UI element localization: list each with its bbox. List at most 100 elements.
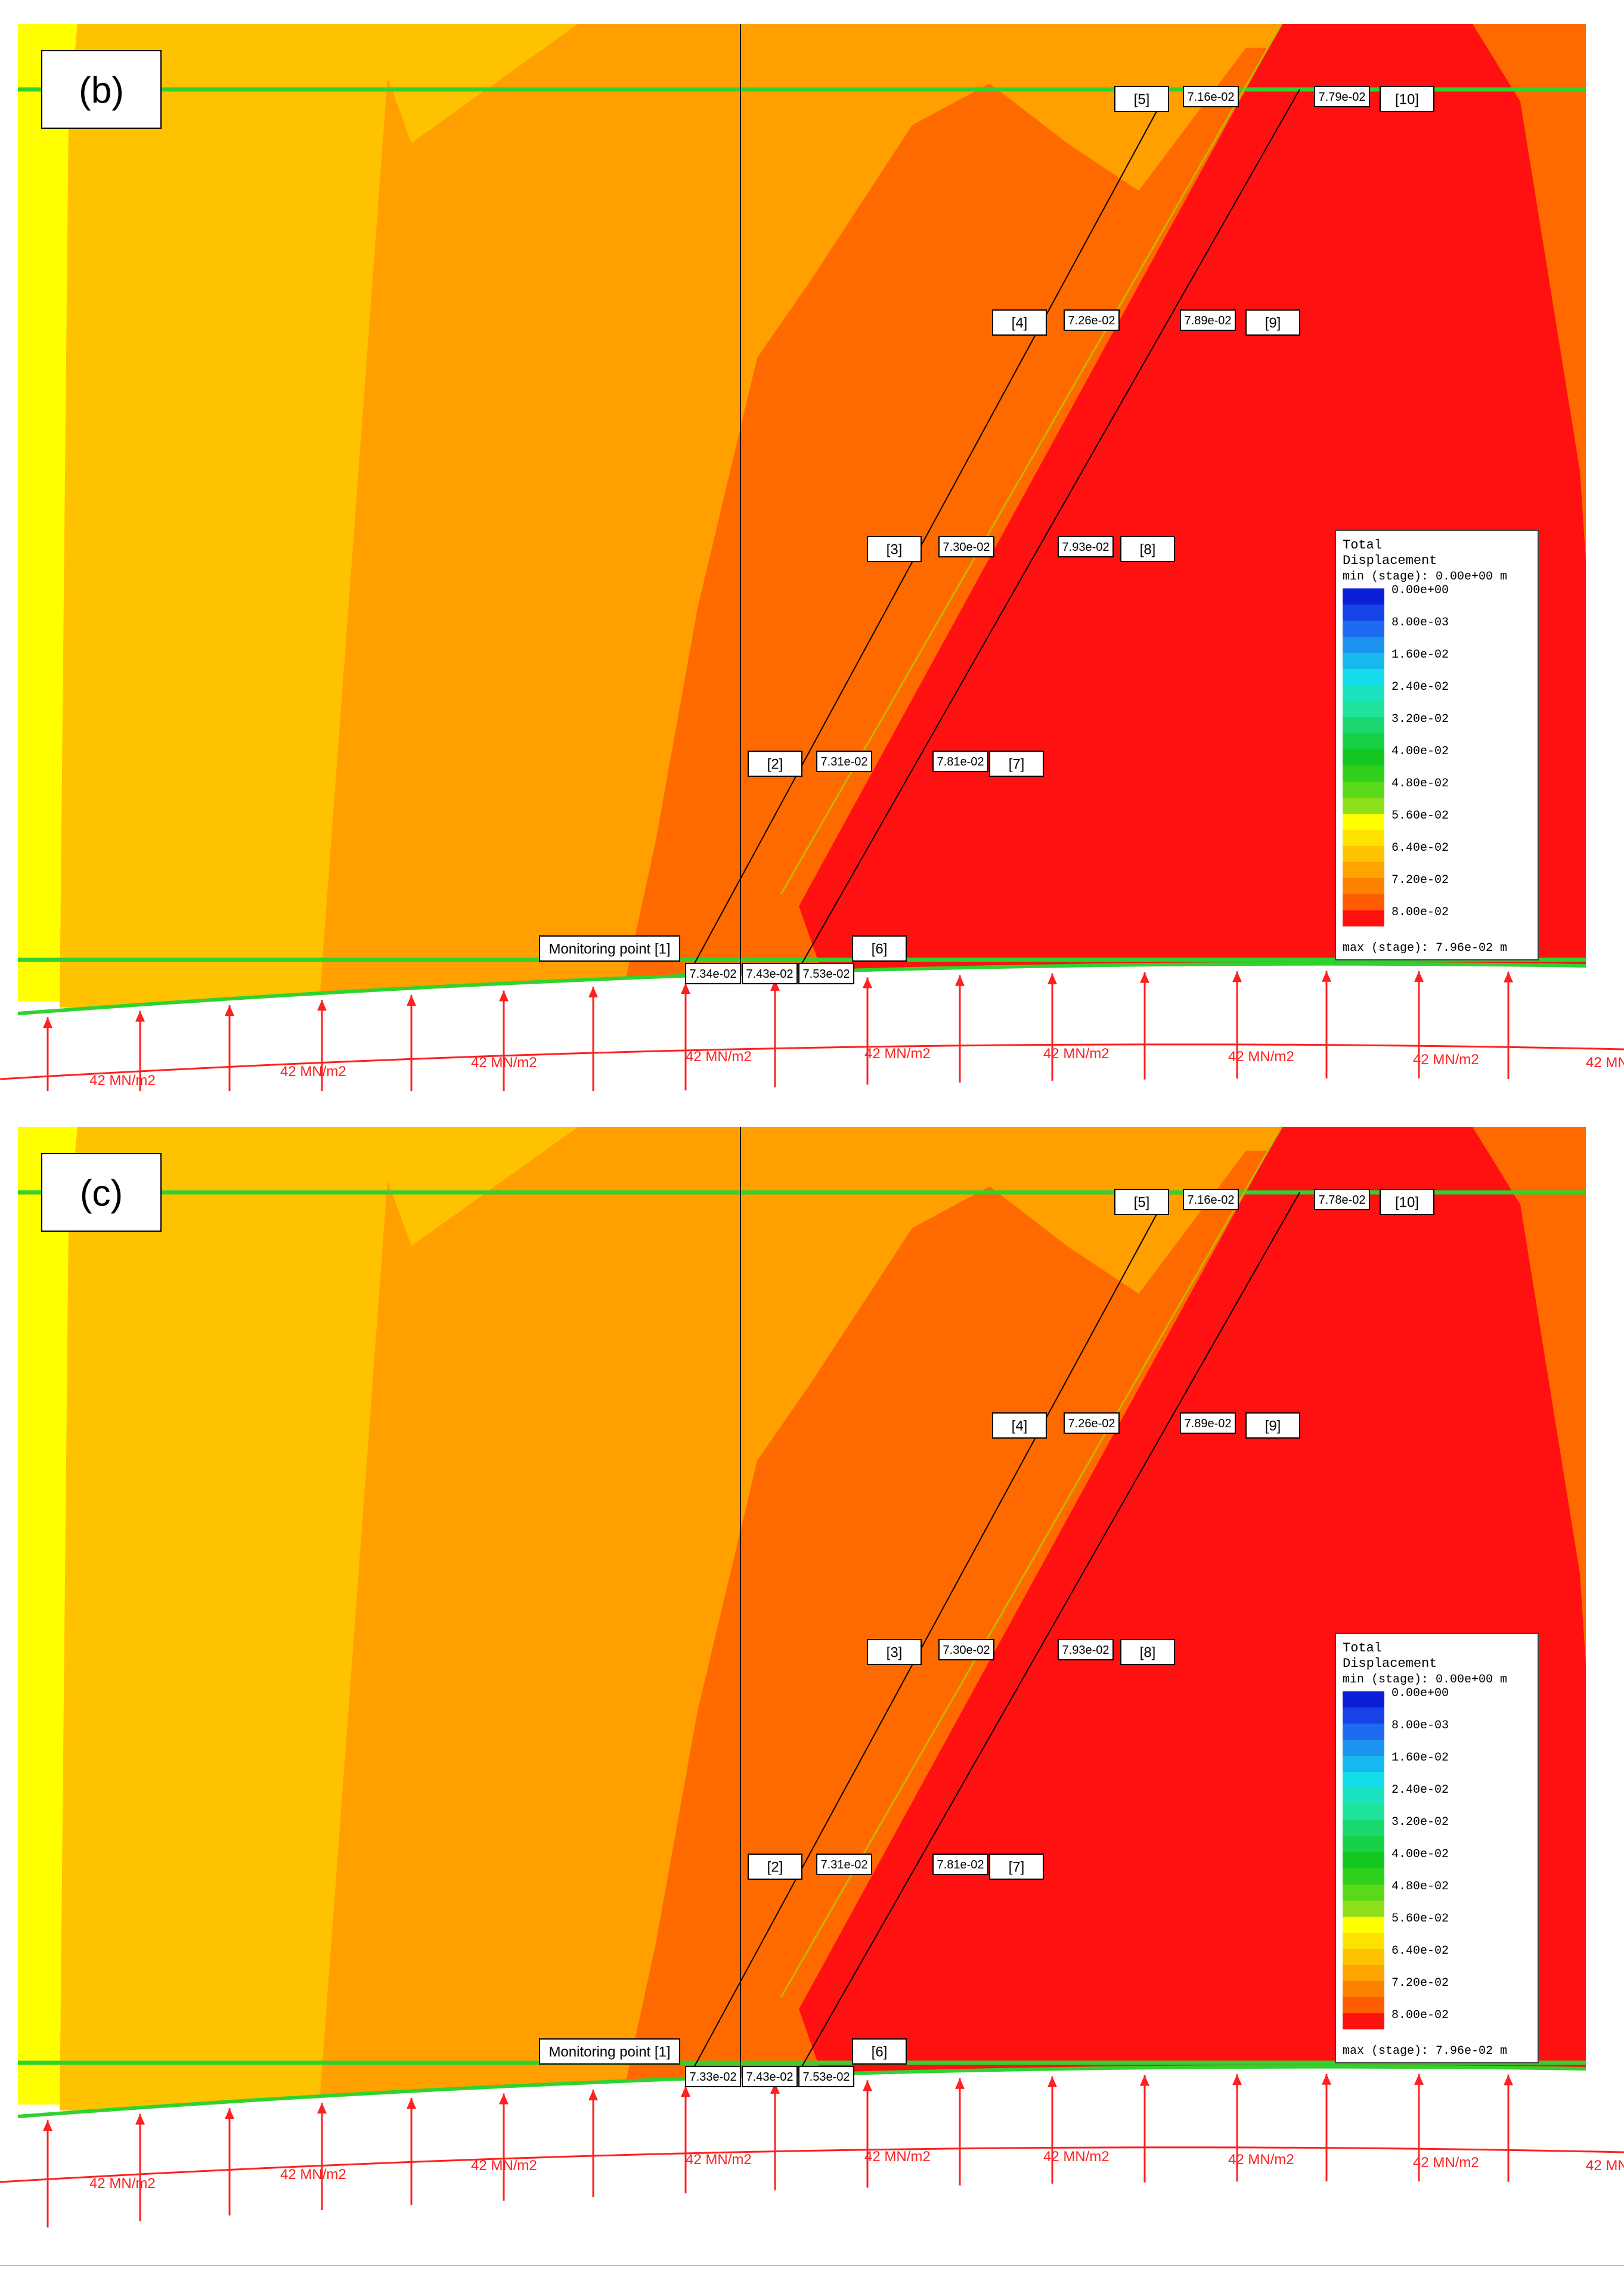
point-tag: [6] — [852, 2038, 907, 2065]
legend-swatch — [1343, 846, 1384, 862]
bottom-value-box — [798, 2066, 854, 2087]
point-tag-text: [9] — [1265, 1418, 1281, 1434]
contour-field-b — [18, 24, 1586, 1008]
load-arrow — [43, 2120, 52, 2228]
bottom-value-box — [685, 2066, 741, 2087]
footer-rule — [0, 2265, 1624, 2266]
panel-tag-c-text: (c) — [80, 1173, 123, 1214]
legend-title-2: Displacement — [1343, 553, 1437, 568]
point-tag-text: [2] — [767, 757, 783, 773]
load-arrow — [863, 977, 872, 1085]
line2-value-box — [1314, 86, 1370, 107]
legend-swatch — [1343, 782, 1384, 798]
interface-line — [780, 1126, 1283, 1998]
line2-value-text: 7.79e-02 — [1319, 91, 1366, 104]
legend-swatch — [1343, 653, 1384, 669]
line1-value-text: 7.16e-02 — [1188, 91, 1235, 104]
bottom-value-text: 7.43e-02 — [746, 968, 794, 981]
legend-tick: 6.40e-02 — [1391, 841, 1449, 855]
point-tag-text: [10] — [1395, 1195, 1419, 1211]
load-arrow — [43, 1017, 52, 1091]
legend-tick: 4.00e-02 — [1391, 745, 1449, 758]
monitoring-point-label-text: Monitoring point [1] — [548, 2044, 670, 2060]
legend-swatch — [1343, 878, 1384, 894]
line1-value-box — [938, 536, 994, 557]
legend-tick: 4.80e-02 — [1391, 777, 1449, 791]
bottom-value: 7.43e-02 — [742, 2066, 798, 2087]
point-tag-text: [7] — [1009, 1859, 1025, 1876]
legend-tick: 8.00e-03 — [1391, 1719, 1449, 1733]
line1-value: 7.30e-02 — [938, 1639, 994, 1660]
line2-value: 7.79e-02 — [1314, 86, 1370, 107]
bottom-value-text: 7.53e-02 — [803, 968, 850, 981]
point-tag: [7] — [989, 1854, 1044, 1880]
line1-value: 7.31e-02 — [816, 751, 872, 772]
point-tag: [6] — [852, 935, 907, 962]
panel-tag-c: (c) — [41, 1153, 162, 1232]
point-tag: [8] — [1120, 536, 1175, 562]
legend-swatch — [1343, 637, 1384, 653]
point-tag-box — [867, 536, 922, 562]
point-tag-text: [8] — [1140, 1645, 1156, 1661]
load-arrow — [955, 975, 965, 1083]
diagonal-line-2 — [798, 1192, 1300, 2072]
legend-max: max (stage): 7.96e-02 m — [1343, 2044, 1507, 2058]
point-tag: [10] — [1380, 86, 1434, 112]
line1-value-text: 7.26e-02 — [1068, 314, 1115, 327]
line1-value-text: 7.31e-02 — [821, 1858, 868, 1871]
legend-swatch — [1343, 1997, 1384, 2013]
legend-swatch — [1343, 1868, 1384, 1885]
line1-value: 7.26e-02 — [1064, 1412, 1120, 1434]
legend-swatch — [1343, 1981, 1384, 1997]
load-arrow — [499, 990, 509, 1091]
point-tag-text: [4] — [1012, 1418, 1028, 1434]
line2-value: 7.81e-02 — [932, 751, 988, 772]
legend-swatch — [1343, 1917, 1384, 1933]
load-arrow — [135, 2113, 145, 2221]
bottom-value-text: 7.33e-02 — [690, 2071, 737, 2084]
legend-tick: 6.40e-02 — [1391, 1944, 1449, 1958]
line1-value: 7.30e-02 — [938, 536, 994, 557]
line2-value: 7.89e-02 — [1180, 1412, 1236, 1434]
legend-swatch — [1343, 1852, 1384, 1868]
legend-swatch — [1343, 1772, 1384, 1788]
legend-min: min (stage): 0.00e+00 m — [1343, 1673, 1507, 1687]
load-label: 42 MN/m2 — [1228, 1049, 1294, 1065]
point-tag: [3] — [867, 1639, 922, 1665]
line1-value: 7.31e-02 — [816, 1854, 872, 1875]
legend-swatch — [1343, 1788, 1384, 1804]
legend-tick: 2.40e-02 — [1391, 1783, 1449, 1797]
point-tag-box — [1380, 1189, 1434, 1215]
legend-tick: 8.00e-02 — [1391, 906, 1449, 919]
legend-title-1: Total — [1343, 1641, 1382, 1656]
line1-value-text: 7.26e-02 — [1068, 1417, 1115, 1430]
legend-tick: 8.00e-02 — [1391, 2009, 1449, 2022]
bottom-value-box — [685, 963, 741, 984]
legend-tick: 0.00e+00 — [1391, 1687, 1449, 1700]
bottom-value: 7.33e-02 — [685, 2066, 741, 2087]
line1-value: 7.16e-02 — [1183, 1189, 1239, 1210]
bottom-value-box — [742, 963, 798, 984]
load-label: 42 MN/m2 — [864, 1046, 931, 1062]
legend-tick: 4.00e-02 — [1391, 1848, 1449, 1861]
line2-value-text: 7.89e-02 — [1185, 1417, 1232, 1430]
load-label: 42 MN/m2 — [686, 1049, 752, 1065]
point-tag: [5] — [1114, 1189, 1169, 1215]
line2-value-text: 7.89e-02 — [1185, 314, 1232, 327]
bottom-value-box — [742, 2066, 798, 2087]
legend-title-2: Displacement — [1343, 1656, 1437, 1671]
line2-value: 7.78e-02 — [1314, 1189, 1370, 1210]
panel-c-svg: 42 MN/m2 42 MN/m2 42 MN/m2 42 MN/m2 42 MN/m2… — [0, 1126, 1624, 2254]
legend-swatch — [1343, 1965, 1384, 1981]
line1-value-text: 7.16e-02 — [1188, 1194, 1235, 1207]
bottom-value-text: 7.53e-02 — [803, 2071, 850, 2084]
load-arrow — [1504, 971, 1513, 1079]
point-tag-box — [748, 751, 802, 777]
line1-value: 7.26e-02 — [1064, 309, 1120, 331]
point-tag-text: [4] — [1012, 315, 1028, 331]
legend-swatch — [1343, 588, 1384, 605]
monitoring-point-label: Monitoring point [1] — [539, 2038, 680, 2065]
point-tag-box — [992, 309, 1047, 336]
